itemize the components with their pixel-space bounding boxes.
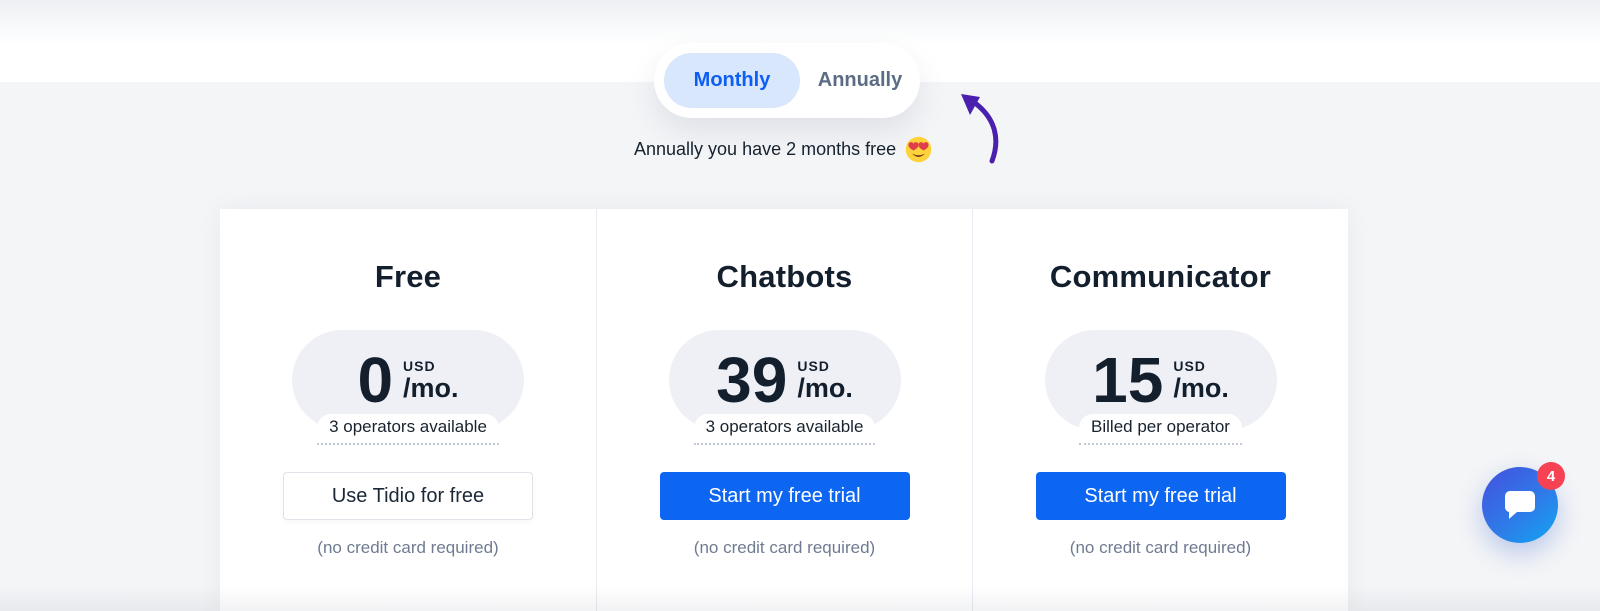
plan-card-chatbots: Chatbots 39 USD /mo. 3 operators availab…	[596, 209, 972, 611]
annual-note-text: Annually you have 2 months free	[634, 139, 897, 159]
toggle-option-monthly[interactable]: Monthly	[664, 53, 800, 108]
curved-arrow-icon	[948, 90, 1000, 170]
fine-print: (no credit card required)	[1069, 538, 1252, 557]
plan-title: Chatbots	[716, 259, 853, 294]
plan-card-free: Free 0 USD /mo. 3 operators available Us…	[220, 209, 596, 611]
price-unit: USD /mo.	[403, 358, 459, 402]
plan-card-communicator: Communicator 15 USD /mo. Billed per oper…	[972, 209, 1348, 611]
plan-title: Free	[374, 259, 442, 294]
price-period: /mo.	[403, 372, 459, 403]
price-bubble: 15 USD /mo.	[1044, 330, 1277, 430]
start-trial-button-chatbots[interactable]: Start my free trial	[659, 472, 910, 520]
fine-print: (no credit card required)	[693, 538, 876, 557]
annual-note: Annually you have 2 months free	[634, 136, 932, 163]
price-currency: USD	[1173, 357, 1206, 374]
start-trial-button-communicator[interactable]: Start my free trial	[1035, 472, 1286, 520]
chat-bubble-icon	[1502, 488, 1538, 522]
price-bubble: 39 USD /mo.	[668, 330, 901, 430]
unread-badge: 4	[1537, 462, 1565, 490]
plan-title: Communicator	[1049, 259, 1272, 294]
price-value: 15	[1092, 344, 1164, 416]
price-unit: USD /mo.	[1173, 358, 1229, 402]
price-currency: USD	[403, 357, 436, 374]
chat-widget-button[interactable]: 4	[1482, 462, 1565, 543]
toggle-option-annually[interactable]: Annually	[817, 69, 903, 91]
seats-note[interactable]: 3 operators available	[317, 414, 499, 445]
price-period: /mo.	[797, 372, 853, 403]
seats-note[interactable]: Billed per operator	[1079, 414, 1242, 445]
fine-print: (no credit card required)	[317, 538, 499, 557]
price-unit: USD /mo.	[797, 358, 853, 402]
use-tidio-free-button[interactable]: Use Tidio for free	[283, 472, 533, 520]
price-bubble: 0 USD /mo.	[292, 330, 524, 430]
price-period: /mo.	[1173, 372, 1229, 403]
pricing-cards: Free 0 USD /mo. 3 operators available Us…	[220, 209, 1348, 611]
price-value: 0	[357, 344, 394, 416]
price-currency: USD	[797, 357, 830, 374]
seats-note[interactable]: 3 operators available	[693, 414, 876, 445]
heart-eyes-emoji	[905, 136, 932, 163]
billing-toggle: Monthly Annually	[654, 43, 920, 118]
price-value: 39	[716, 344, 788, 416]
